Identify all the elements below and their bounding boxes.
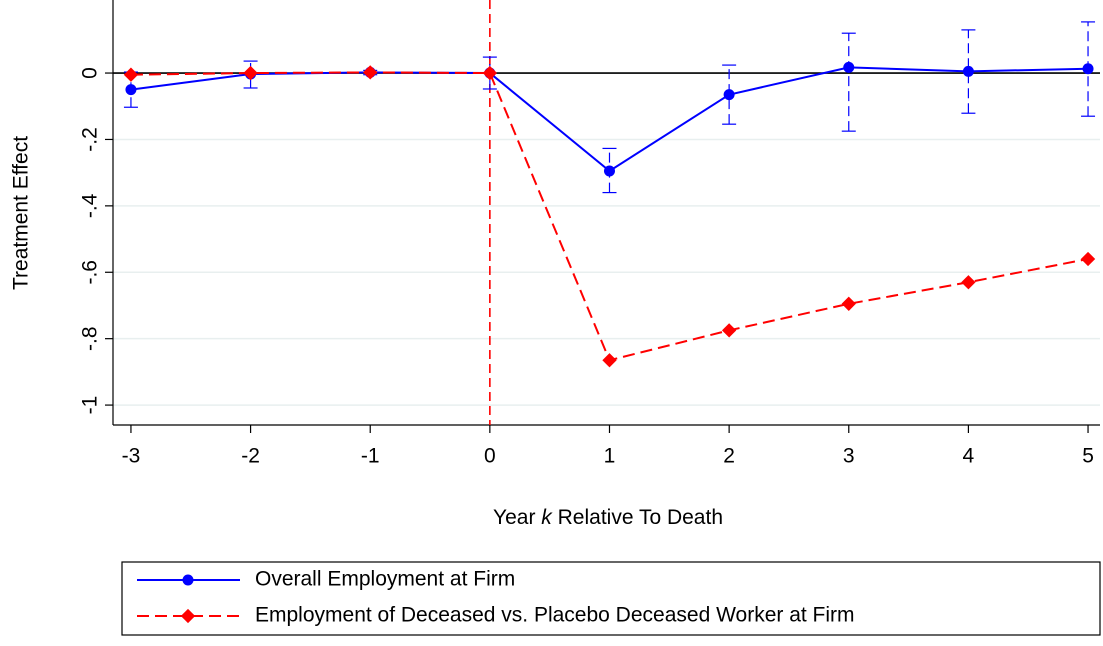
y-tick-label: -1 xyxy=(79,396,102,415)
diamond-marker xyxy=(243,65,258,81)
legend-label: Employment of Deceased vs. Placebo Decea… xyxy=(255,604,855,627)
x-tick-label: -3 xyxy=(122,445,141,468)
x-tick-label: 5 xyxy=(1082,445,1094,468)
x-title-part: Relative To Death xyxy=(558,506,723,529)
x-tick-label: 0 xyxy=(484,445,496,468)
y-tick-label: -.8 xyxy=(79,326,102,351)
x-title-part: Year xyxy=(493,506,535,529)
x-title-variable: k xyxy=(541,506,553,529)
diamond-marker xyxy=(841,296,856,311)
x-tick-label: -2 xyxy=(241,445,260,468)
circle-marker xyxy=(125,84,137,96)
x-tick-label: 3 xyxy=(843,445,855,468)
series-line xyxy=(130,71,1089,362)
diamond-marker xyxy=(1080,251,1096,267)
y-tick-label: -.2 xyxy=(79,127,102,152)
diamond-marker xyxy=(180,608,196,624)
y-tick-label: 0 xyxy=(79,67,102,79)
legend-label: Overall Employment at Firm xyxy=(255,568,515,591)
circle-marker xyxy=(1082,63,1094,75)
x-tick-label: 4 xyxy=(963,445,975,468)
diamond-marker xyxy=(482,65,498,81)
x-tick-label: -1 xyxy=(361,445,380,468)
circle-marker xyxy=(723,89,735,101)
diamond-marker xyxy=(123,67,139,82)
diamond-marker xyxy=(602,353,617,368)
diamond-marker xyxy=(961,275,976,290)
x-tick-label: 1 xyxy=(604,445,616,468)
x-tick-label: 2 xyxy=(723,445,735,468)
circle-marker xyxy=(603,165,615,177)
y-axis-title: Treatment Effect xyxy=(10,136,33,290)
x-axis-title: Year k Relative To Death xyxy=(493,506,723,529)
legend-box xyxy=(121,561,1101,636)
circle-marker xyxy=(182,574,194,586)
y-tick-label: -.6 xyxy=(79,260,102,285)
diamond-marker xyxy=(363,65,378,80)
circle-marker xyxy=(962,65,974,77)
diamond-marker xyxy=(721,323,737,338)
circle-marker xyxy=(843,61,855,73)
y-tick-label: -.4 xyxy=(79,193,102,218)
